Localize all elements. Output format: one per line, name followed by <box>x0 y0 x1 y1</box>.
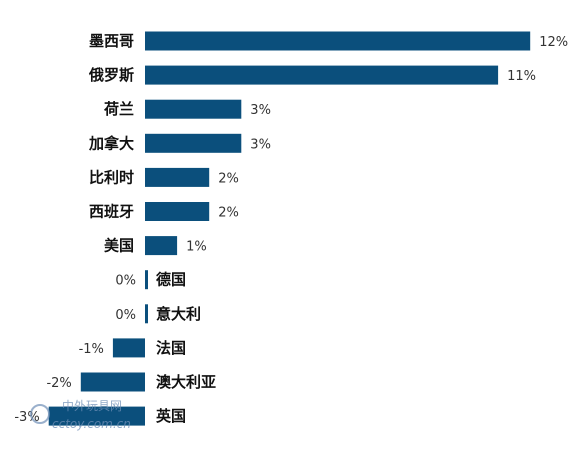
category-label-11: 英国 <box>156 407 186 425</box>
value-label-6: 1% <box>186 240 207 255</box>
category-label-8: 意大利 <box>156 305 201 323</box>
bar-4 <box>145 167 210 187</box>
bar-10 <box>80 372 145 392</box>
value-label-9: -1% <box>79 342 104 357</box>
bar-9 <box>112 338 145 358</box>
bar-8 <box>145 304 148 324</box>
category-label-3: 加拿大 <box>88 134 134 152</box>
value-label-4: 2% <box>218 171 239 186</box>
value-label-7: 0% <box>115 274 136 289</box>
bar-6 <box>145 236 178 256</box>
value-label-2: 3% <box>250 103 271 118</box>
value-label-10: -2% <box>46 376 71 391</box>
value-label-0: 12% <box>539 35 568 50</box>
value-label-5: 2% <box>218 206 239 221</box>
bar-3 <box>145 133 242 153</box>
bar-0 <box>145 31 531 51</box>
watermark-line2: cctoy.com.cn <box>52 417 131 431</box>
category-label-10: 澳大利亚 <box>156 373 216 391</box>
bar-1 <box>145 65 499 85</box>
value-label-1: 11% <box>507 69 536 84</box>
category-label-5: 西班牙 <box>89 203 134 221</box>
watermark-logo-icon <box>30 404 50 424</box>
category-label-4: 比利时 <box>89 168 134 186</box>
category-label-9: 法国 <box>156 339 186 357</box>
value-label-8: 0% <box>115 308 136 323</box>
watermark-line1: 中外玩具网 <box>62 398 122 413</box>
value-label-3: 3% <box>250 137 271 152</box>
category-label-0: 墨西哥 <box>89 32 134 50</box>
category-label-6: 美国 <box>104 237 134 255</box>
category-label-2: 荷兰 <box>104 100 134 118</box>
watermark: 中外玩具网 cctoy.com.cn <box>30 398 131 431</box>
bar-7 <box>145 270 148 290</box>
category-label-1: 俄罗斯 <box>88 66 134 84</box>
bar-5 <box>145 202 210 221</box>
bar-2 <box>145 99 242 119</box>
bar-11 <box>48 406 146 426</box>
category-label-7: 德国 <box>156 271 186 289</box>
